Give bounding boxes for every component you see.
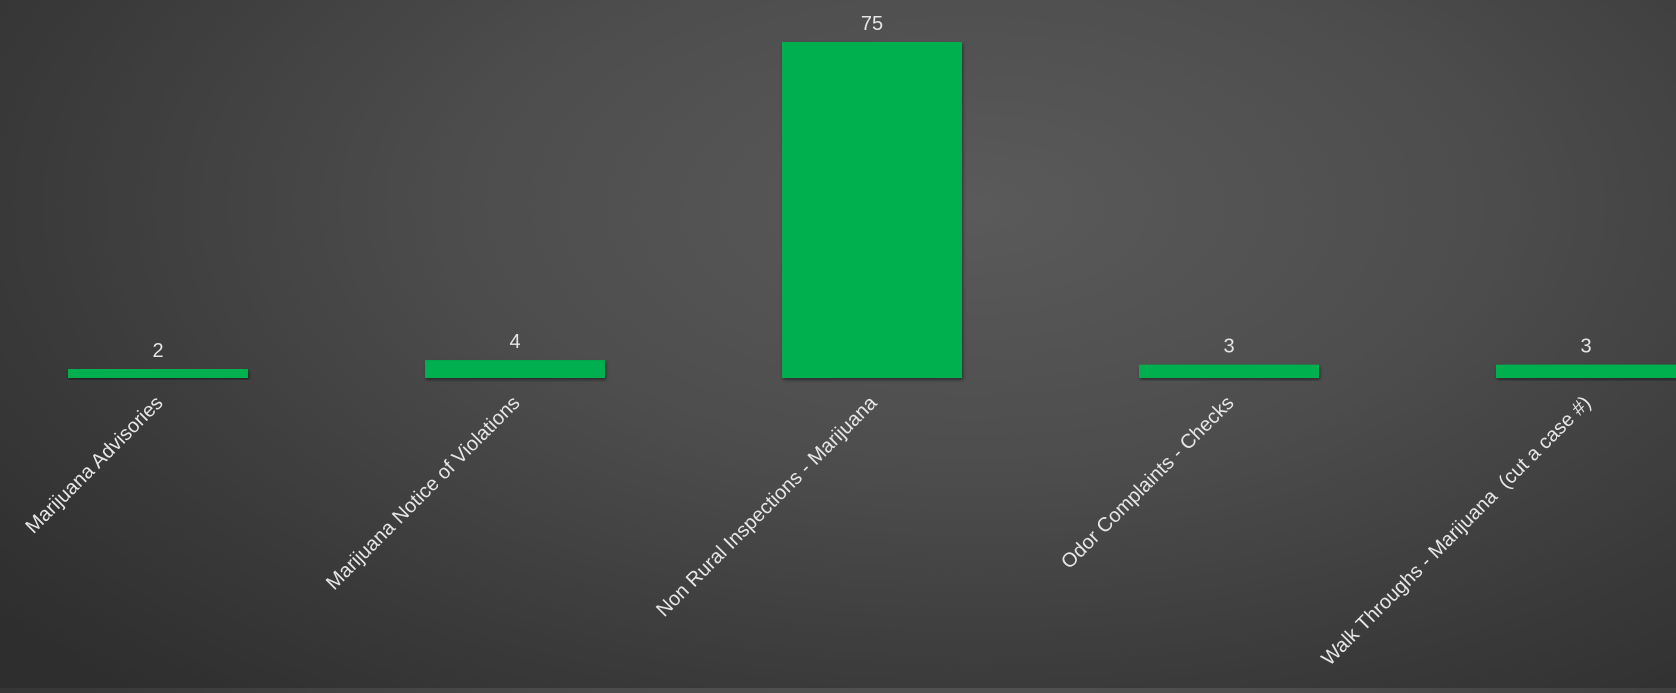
bar xyxy=(68,369,248,378)
bar-value-label: 3 xyxy=(1223,336,1234,358)
category-tick-label: Walk Throughs - Marijuana (cut a case #) xyxy=(1317,392,1595,670)
bar-value-label: 2 xyxy=(152,340,163,362)
bar xyxy=(1496,364,1676,378)
bars-layer xyxy=(68,42,1676,378)
bar xyxy=(782,42,962,378)
category-tick-label: Odor Complaints - Checks xyxy=(1057,392,1238,573)
bar-value-label: 3 xyxy=(1580,336,1591,358)
category-labels-layer: Marijuana Advisories Marijuana Notice of … xyxy=(21,391,1595,670)
category-tick-label: Marijuana Notice of Violations xyxy=(322,392,524,594)
category-tick-label: Non Rural Inspections - Marijuana xyxy=(652,391,882,621)
bar xyxy=(1139,364,1319,378)
bar-value-label: 4 xyxy=(509,331,520,353)
value-labels-layer: 2 4 75 3 3 xyxy=(152,13,1591,362)
bar-value-label: 75 xyxy=(861,13,883,35)
category-tick-label: Marijuana Advisories xyxy=(21,392,167,538)
bar xyxy=(425,360,605,378)
